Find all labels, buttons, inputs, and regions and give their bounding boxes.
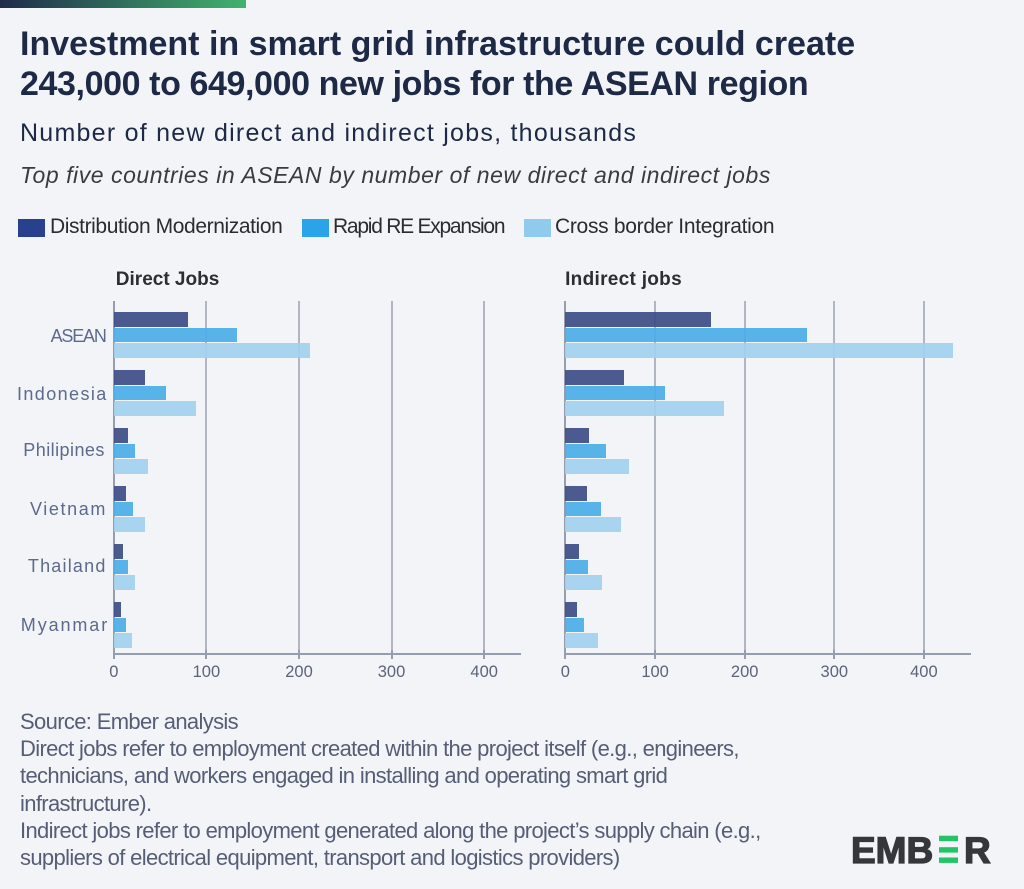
- svg-text:EMB: EMB: [851, 830, 933, 864]
- svg-text:R: R: [964, 830, 991, 864]
